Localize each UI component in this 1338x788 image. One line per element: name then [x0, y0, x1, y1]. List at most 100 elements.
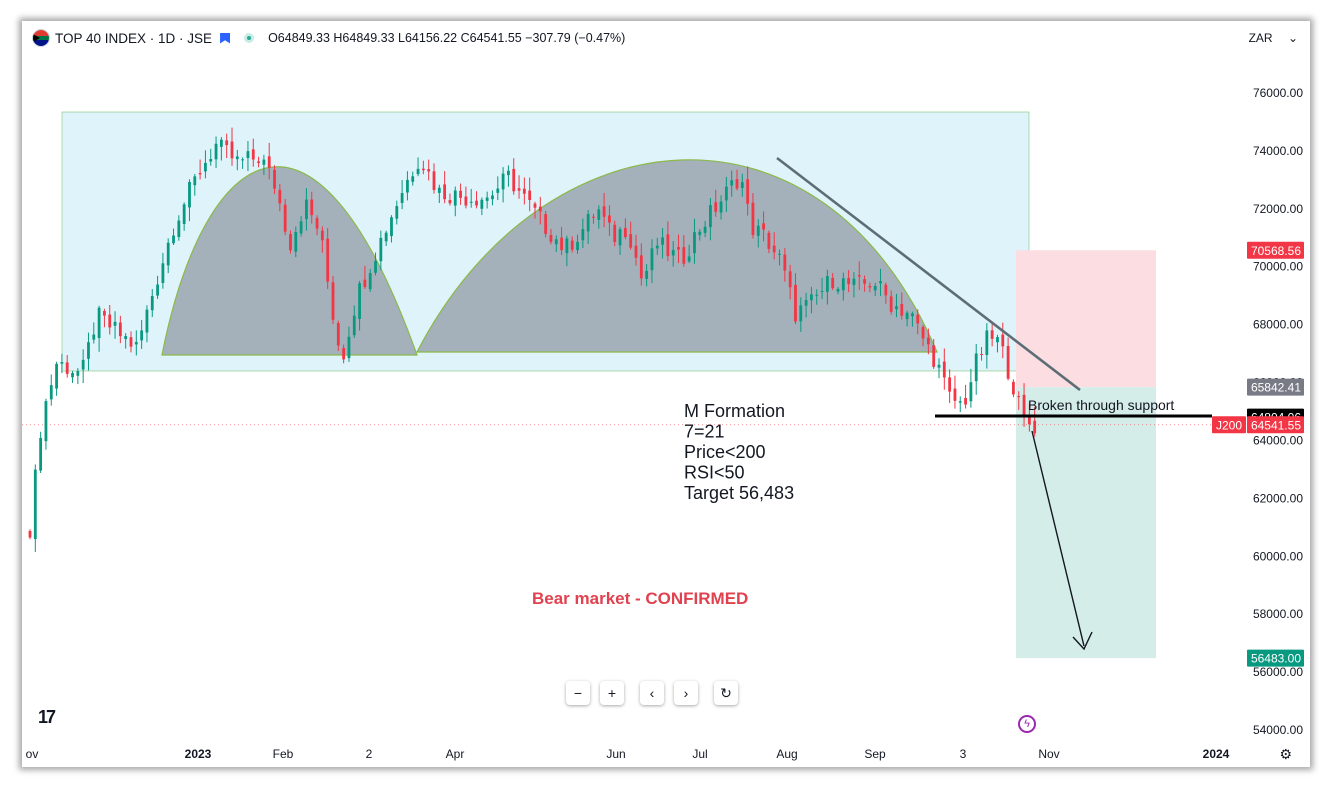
symbol-title[interactable]: TOP 40 INDEX · 1D · JSE [55, 30, 213, 46]
candle-body [374, 260, 377, 273]
candle-body [108, 314, 112, 328]
candle-body [820, 290, 824, 292]
candle-body [475, 200, 478, 206]
candle-body [964, 398, 967, 405]
candle-body [1022, 394, 1026, 417]
y-tick-label: 76000.00 [1253, 86, 1303, 100]
candle-body [113, 321, 117, 326]
scroll-back-button[interactable]: ‹ [640, 681, 664, 705]
candle-body [453, 190, 457, 206]
candle-body [841, 278, 845, 291]
price-level-tag [1247, 378, 1304, 396]
candle-body [193, 176, 197, 186]
candle-body [246, 151, 250, 158]
candle-body [863, 279, 866, 284]
candle-body [459, 190, 462, 198]
candle-body [762, 223, 765, 230]
candle-body [554, 239, 558, 245]
candle-body [161, 263, 165, 283]
candle-body [416, 168, 420, 175]
candle-body [810, 294, 813, 301]
candle-body [406, 179, 409, 193]
candle-body [522, 188, 526, 194]
lightning-icon[interactable]: ϟ [1018, 715, 1036, 733]
candle-body [421, 168, 425, 171]
pattern-note-line: 7=21 [684, 422, 725, 442]
candle-body [166, 242, 170, 266]
candle-body [103, 311, 106, 316]
candle-body [948, 377, 952, 392]
zoom-in-button[interactable]: + [600, 681, 624, 705]
y-tick-label: 64000.00 [1253, 433, 1303, 447]
candle-body [746, 179, 750, 204]
candle-body [889, 296, 893, 312]
candle-body [225, 140, 229, 146]
candle-body [289, 234, 292, 251]
x-tick-label: 2023 [185, 747, 212, 761]
candle-body [347, 336, 351, 359]
candle-body [496, 188, 500, 193]
profit-target-zone [1016, 387, 1156, 659]
candle-body [1012, 381, 1015, 395]
scroll-forward-button[interactable]: › [674, 681, 698, 705]
candle-body [443, 184, 447, 200]
candle-body [937, 364, 941, 368]
tradingview-logo[interactable]: 17 [38, 707, 56, 727]
candle-body [257, 161, 260, 163]
candle-body [879, 281, 882, 284]
x-tick-label: Apr [446, 747, 465, 761]
candle-body [512, 168, 516, 192]
candle-body [92, 334, 96, 340]
candle-body [60, 362, 64, 364]
candle-body [278, 189, 282, 204]
y-tick-label: 72000.00 [1253, 202, 1303, 216]
y-tick-label: 70000.00 [1253, 260, 1303, 274]
candle-body [230, 141, 234, 159]
candle-body [87, 342, 90, 359]
target-arrow [1031, 430, 1085, 647]
candle-body [395, 206, 399, 219]
chart-navigation: − + ‹ › ↻ [566, 681, 738, 705]
candle-body [517, 188, 521, 191]
candle-body [400, 193, 404, 203]
price-level-label: 64541.55 [1251, 418, 1301, 432]
candle-body [283, 204, 287, 232]
candle-body [310, 199, 314, 216]
target-arrowhead [1072, 631, 1093, 651]
candle-body [602, 206, 606, 217]
zoom-out-button[interactable]: − [566, 681, 590, 705]
gear-icon[interactable]: ⚙ [1279, 746, 1292, 762]
candle-body [942, 361, 946, 378]
currency-select[interactable]: ZAR ⌄ [1245, 29, 1302, 47]
bookmark-icon[interactable] [220, 32, 231, 44]
pattern-note-line: M Formation [684, 401, 785, 421]
price-level-label: 56483.00 [1251, 652, 1301, 666]
candle-body [709, 205, 712, 228]
reset-chart-button[interactable]: ↻ [714, 681, 738, 705]
candle-body [1033, 420, 1037, 434]
candle-body [81, 359, 85, 370]
candle-body [140, 330, 144, 341]
candle-body [953, 388, 957, 401]
candle-body [772, 245, 776, 253]
candle-body [33, 469, 37, 540]
candle-body [267, 156, 271, 168]
descending-trendline [776, 156, 1081, 392]
candle-body [831, 277, 835, 289]
symbol-tag [1212, 416, 1246, 434]
x-tick-label: Jul [692, 747, 707, 761]
candle-body [320, 230, 324, 241]
x-tick-label: Aug [776, 747, 797, 761]
candle-body [639, 255, 643, 279]
candle-body [751, 202, 755, 236]
chart-frame: M Formation 7=21 Price<200 RSI<50 Target 56,… [22, 21, 1310, 767]
x-tick-label: 2 [366, 747, 373, 761]
candle-body [177, 220, 181, 238]
candle-body [980, 353, 983, 355]
candle-body [262, 159, 266, 165]
candle-body [76, 371, 80, 376]
candle-body [352, 315, 356, 336]
candle-body [969, 382, 973, 402]
candle-body [974, 353, 978, 382]
